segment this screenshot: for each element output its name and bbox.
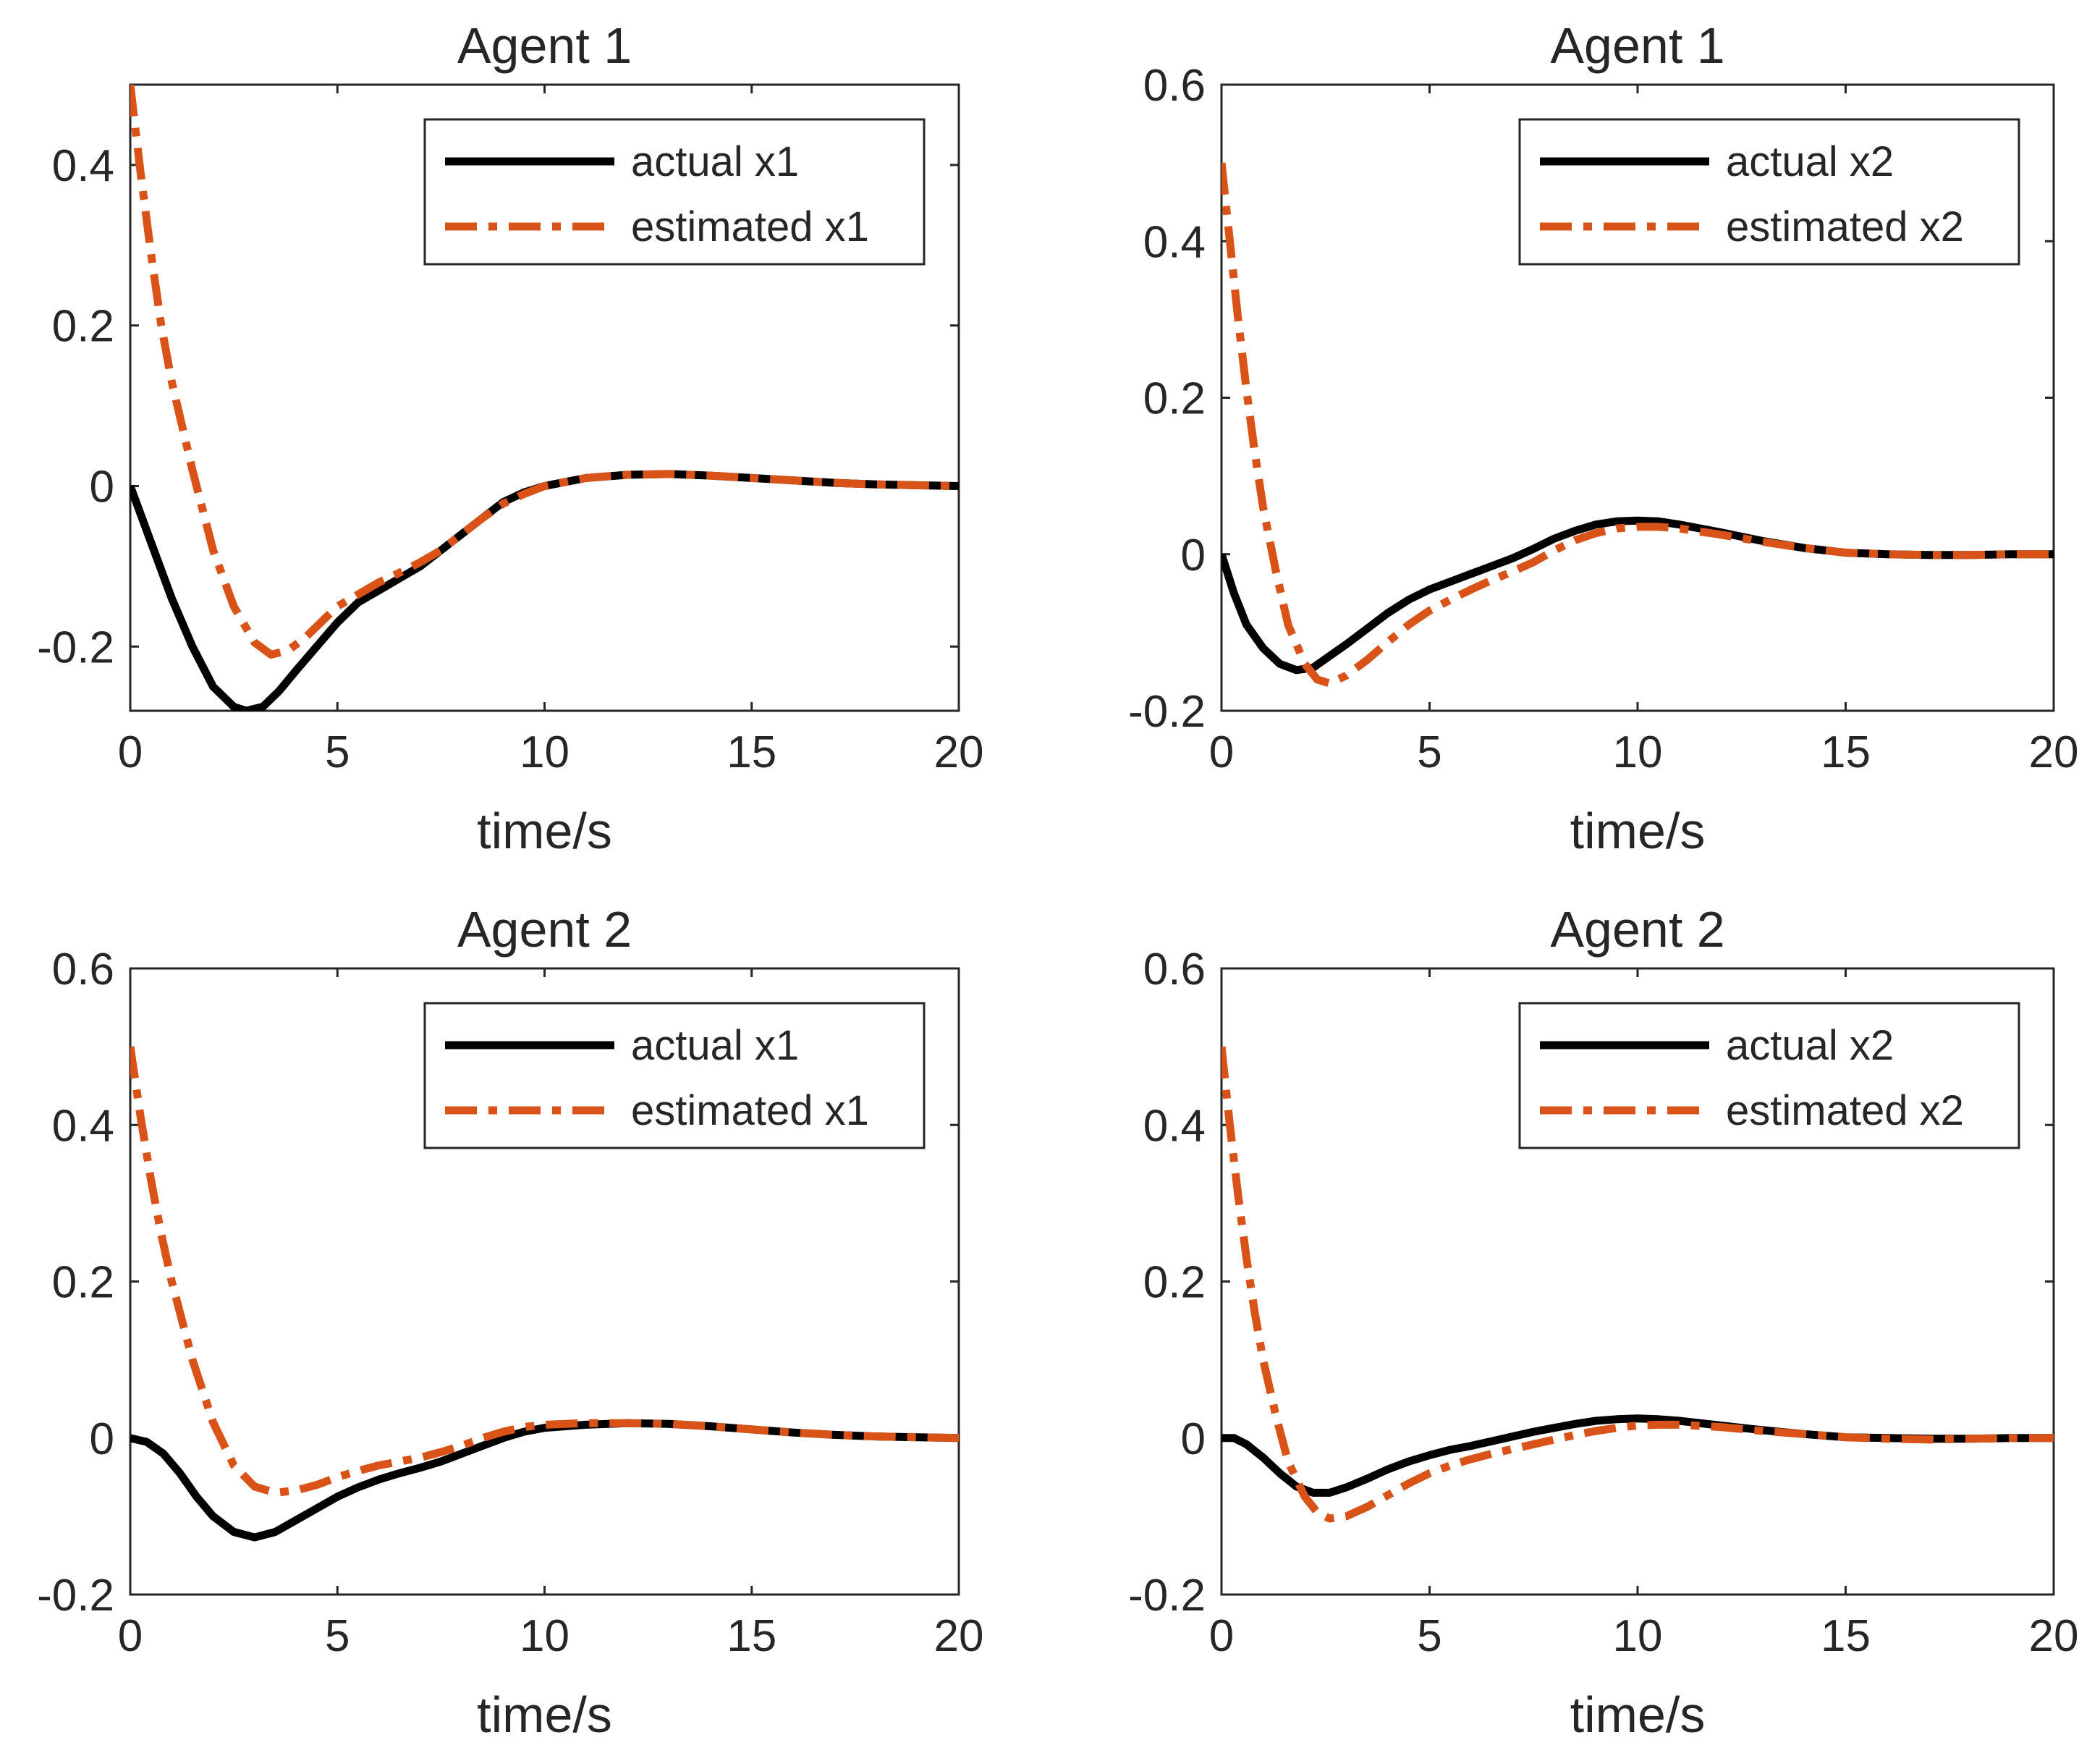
legend-label: estimated x2: [1726, 203, 1964, 250]
x-tick-label: 10: [520, 727, 570, 777]
legend-box: [423, 118, 926, 266]
series-line-estimated: [130, 1046, 959, 1497]
legend-label: actual x1: [631, 1022, 799, 1069]
legend: actual x1 estimated x1: [423, 118, 926, 266]
legend: actual x2 estimated x2: [1518, 1002, 2020, 1149]
legend-box: [423, 1002, 926, 1149]
x-tick-label: 20: [2029, 727, 2079, 777]
legend-label: estimated x1: [631, 203, 869, 250]
y-tick-label: -0.2: [1128, 687, 1206, 737]
y-tick-label: 0: [90, 1414, 114, 1464]
series-line-estimated: [1222, 1046, 2054, 1523]
x-tick-label: 5: [325, 1611, 350, 1661]
y-tick-label: 0.2: [1143, 1258, 1206, 1308]
x-tick-label: 5: [1417, 1611, 1441, 1661]
legend: actual x2 estimated x2: [1518, 118, 2020, 266]
subplot-title: Agent 1: [1550, 17, 1724, 74]
subplot-1: 0 5 10 15 20 -0.2 0 0.2 0.4 Agent 1 time/s actual x…: [37, 17, 983, 859]
x-tick-label: 15: [727, 727, 776, 777]
x-tick-label: 15: [727, 1611, 776, 1661]
x-tick-label: 10: [1613, 727, 1663, 777]
y-tick-label: 0: [1181, 531, 1206, 580]
legend-label: estimated x1: [631, 1087, 869, 1134]
subplot-title: Agent 1: [457, 17, 632, 74]
y-tick-label: 0.4: [1143, 1101, 1206, 1151]
x-tick-label: 15: [1821, 1611, 1871, 1661]
subplot-title: Agent 2: [457, 901, 632, 958]
x-tick-label: 5: [1417, 727, 1441, 777]
x-tick-label: 15: [1821, 727, 1871, 777]
x-tick-label: 20: [934, 1611, 984, 1661]
y-tick-label: 0.4: [52, 1101, 114, 1151]
series-group: [130, 85, 959, 711]
x-tick-label: 20: [934, 727, 984, 777]
y-tick-label: 0: [1181, 1414, 1206, 1464]
y-tick-label: 0.2: [52, 1258, 114, 1308]
legend-box: [1518, 118, 2020, 266]
y-tick-label: 0.6: [1143, 945, 1206, 994]
x-tick-label: 5: [325, 727, 350, 777]
y-tick-label: 0.6: [52, 945, 114, 994]
y-tick-label: -0.2: [37, 622, 114, 672]
x-tick-label: 20: [2029, 1611, 2079, 1661]
y-tick-label: 0.4: [1143, 217, 1206, 267]
x-axis-label: time/s: [477, 1686, 612, 1743]
y-tick-label: 0.6: [1143, 61, 1206, 111]
x-axis-label: time/s: [1570, 803, 1706, 859]
y-tick-label: 0.4: [52, 141, 114, 191]
y-tick-label: -0.2: [37, 1571, 114, 1621]
x-tick-label: 0: [1209, 727, 1234, 777]
series-line-estimated: [1222, 162, 2054, 688]
y-tick-label: 0.2: [1143, 374, 1206, 424]
series-group: [1222, 162, 2054, 688]
subplot-title: Agent 2: [1550, 901, 1724, 958]
x-tick-label: 10: [1613, 1611, 1663, 1661]
legend-label: actual x2: [1726, 138, 1894, 185]
x-axis-label: time/s: [477, 803, 612, 859]
legend-label: actual x2: [1726, 1022, 1894, 1069]
legend: actual x1 estimated x1: [423, 1002, 926, 1149]
legend-label: estimated x2: [1726, 1087, 1964, 1134]
series-group: [1222, 1046, 2054, 1523]
x-tick-label: 0: [1209, 1611, 1234, 1661]
series-line-estimated: [130, 85, 959, 659]
x-tick-label: 0: [118, 727, 143, 777]
x-tick-label: 10: [520, 1611, 570, 1661]
y-tick-label: 0.2: [52, 302, 114, 352]
y-tick-label: 0: [90, 462, 114, 512]
y-tick-label: -0.2: [1128, 1571, 1206, 1621]
series-group: [130, 1046, 959, 1542]
x-axis-label: time/s: [1570, 1686, 1706, 1743]
legend-box: [1518, 1002, 2020, 1149]
x-tick-label: 0: [118, 1611, 143, 1661]
legend-label: actual x1: [631, 138, 799, 185]
